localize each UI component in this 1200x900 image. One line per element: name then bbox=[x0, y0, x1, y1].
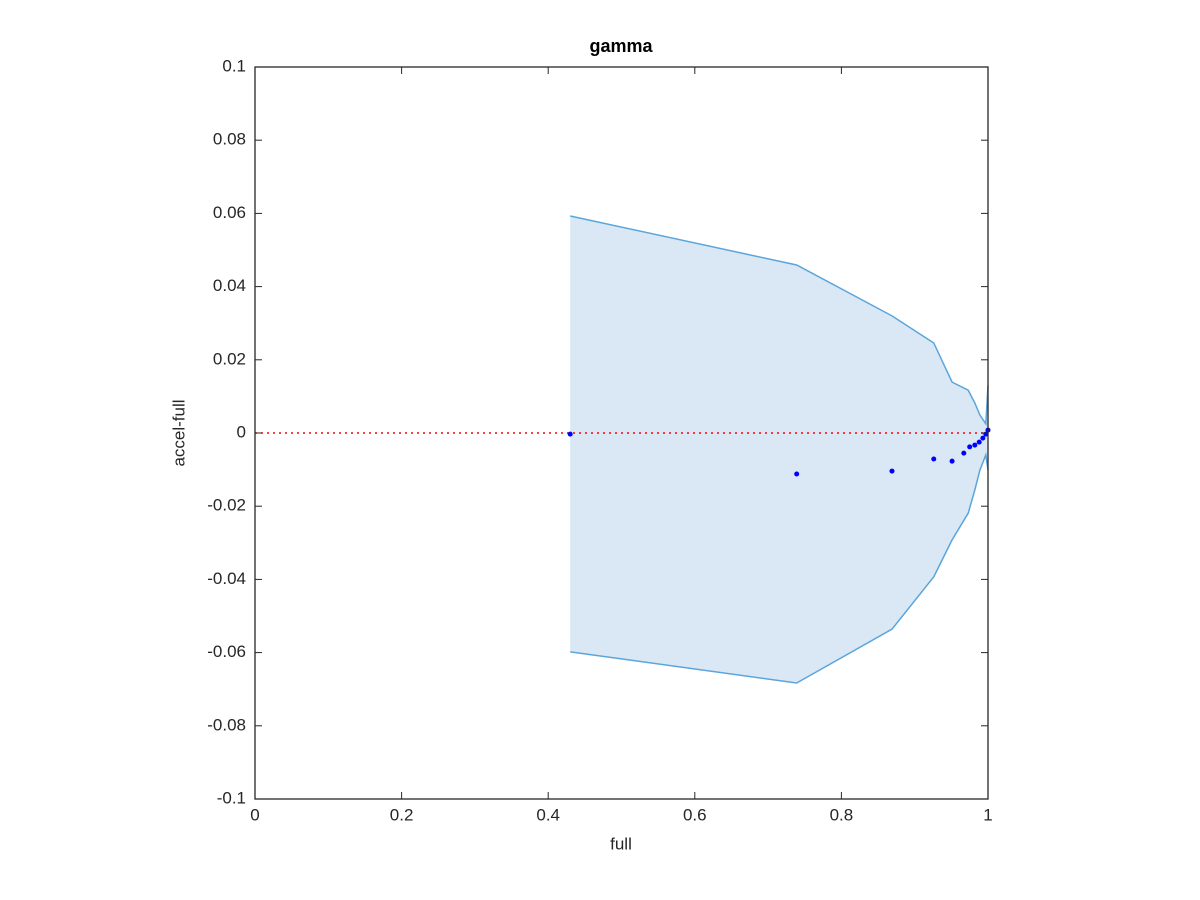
chart-title: gamma bbox=[589, 36, 653, 56]
point bbox=[794, 471, 800, 477]
y-tick-label: 0.02 bbox=[213, 349, 246, 368]
y-tick-label: 0.1 bbox=[222, 56, 246, 75]
point bbox=[972, 442, 978, 448]
y-tick-label: -0.08 bbox=[207, 715, 246, 734]
point bbox=[961, 450, 967, 456]
point bbox=[889, 468, 895, 474]
point bbox=[949, 458, 955, 464]
x-tick-label: 0.4 bbox=[536, 805, 560, 824]
x-tick-label: 0.8 bbox=[830, 805, 854, 824]
point bbox=[967, 444, 973, 450]
band-area bbox=[570, 215, 988, 683]
point bbox=[976, 439, 982, 445]
y-tick-label: 0.04 bbox=[213, 276, 246, 295]
y-tick-label: 0.06 bbox=[213, 203, 246, 222]
point bbox=[980, 435, 986, 441]
y-tick-label: -0.04 bbox=[207, 569, 246, 588]
x-tick-label: 1 bbox=[983, 805, 992, 824]
y-tick-label: -0.02 bbox=[207, 496, 246, 515]
x-tick-label: 0.6 bbox=[683, 805, 707, 824]
y-axis-label: accel-full bbox=[169, 399, 188, 466]
band-upper-edge bbox=[570, 215, 989, 427]
point bbox=[931, 456, 937, 462]
y-tick-label: -0.06 bbox=[207, 642, 246, 661]
band-lower-edge bbox=[570, 452, 989, 684]
point bbox=[567, 431, 573, 437]
x-tick-label: 0 bbox=[250, 805, 259, 824]
x-tick-label: 0.2 bbox=[390, 805, 414, 824]
y-tick-label: 0 bbox=[237, 422, 246, 441]
y-tick-label: -0.1 bbox=[217, 788, 246, 807]
x-axis-label: full bbox=[610, 834, 632, 853]
y-tick-label: 0.08 bbox=[213, 130, 246, 149]
